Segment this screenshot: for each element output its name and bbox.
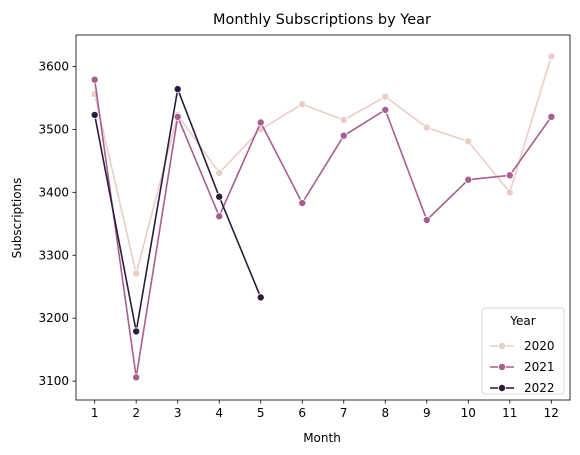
legend-title: Year xyxy=(509,314,535,328)
data-point xyxy=(381,92,390,101)
legend-label: 2020 xyxy=(524,339,555,353)
x-tick-label: 5 xyxy=(257,406,265,420)
data-point xyxy=(90,75,99,84)
legend-item-2022: 2022 xyxy=(490,381,555,395)
x-tick-label: 4 xyxy=(215,406,223,420)
y-tick-label: 3100 xyxy=(38,374,69,388)
chart-title: Monthly Subscriptions by Year xyxy=(213,12,431,28)
y-tick-label: 3500 xyxy=(38,122,69,136)
plot-frame xyxy=(75,34,571,401)
data-point xyxy=(215,212,224,221)
data-point xyxy=(173,112,182,121)
data-point xyxy=(215,168,224,177)
legend-swatch-marker xyxy=(497,341,506,350)
data-point xyxy=(505,171,514,180)
series-line-2020 xyxy=(93,56,553,275)
x-tick-label: 12 xyxy=(544,406,559,420)
data-point xyxy=(132,327,141,336)
y-tick-label: 3300 xyxy=(38,248,69,262)
x-tick-label: 10 xyxy=(461,406,476,420)
data-point xyxy=(464,175,473,184)
legend-label: 2021 xyxy=(524,360,555,374)
x-tick-label: 6 xyxy=(298,406,306,420)
legend-label: 2022 xyxy=(524,381,555,395)
x-tick-label: 8 xyxy=(381,406,389,420)
data-point xyxy=(464,137,473,146)
x-tick-label: 9 xyxy=(423,406,431,420)
data-point xyxy=(215,192,224,201)
data-point xyxy=(256,118,265,127)
series-2022 xyxy=(90,85,265,336)
data-point xyxy=(422,216,431,225)
x-tick-label: 11 xyxy=(502,406,517,420)
legend-item-2020: 2020 xyxy=(490,339,555,353)
legend-box xyxy=(481,307,565,395)
legend: Year 2020 2021 2022 xyxy=(481,307,565,395)
data-point xyxy=(547,52,556,61)
data-point xyxy=(298,199,307,208)
series-line-2022 xyxy=(93,88,262,333)
x-tick-label: 2 xyxy=(132,406,140,420)
data-point xyxy=(173,85,182,94)
data-point xyxy=(256,293,265,302)
data-point xyxy=(339,131,348,140)
x-tick-label: 1 xyxy=(91,406,99,420)
data-point xyxy=(132,269,141,278)
y-tick-label: 3400 xyxy=(38,185,69,199)
y-axis-title: Subscriptions xyxy=(10,178,24,259)
legend-swatch-marker xyxy=(497,362,506,371)
legend-swatch-marker xyxy=(497,383,506,392)
data-point xyxy=(90,110,99,119)
data-point xyxy=(422,123,431,132)
x-tick-label: 7 xyxy=(340,406,348,420)
x-tick-label: 3 xyxy=(174,406,182,420)
data-point xyxy=(547,112,556,121)
series-line-2021 xyxy=(93,79,552,379)
data-point xyxy=(505,188,514,197)
data-point xyxy=(381,105,390,114)
legend-item-2021: 2021 xyxy=(490,360,555,374)
series-layer xyxy=(90,52,556,382)
series-2020 xyxy=(90,52,556,278)
series-2021 xyxy=(90,75,556,382)
y-tick-label: 3200 xyxy=(38,311,69,325)
y-tick-label: 3600 xyxy=(38,59,69,73)
data-point xyxy=(132,373,141,382)
x-axis-title: Month xyxy=(303,431,341,445)
data-point xyxy=(298,100,307,109)
data-point xyxy=(339,115,348,124)
